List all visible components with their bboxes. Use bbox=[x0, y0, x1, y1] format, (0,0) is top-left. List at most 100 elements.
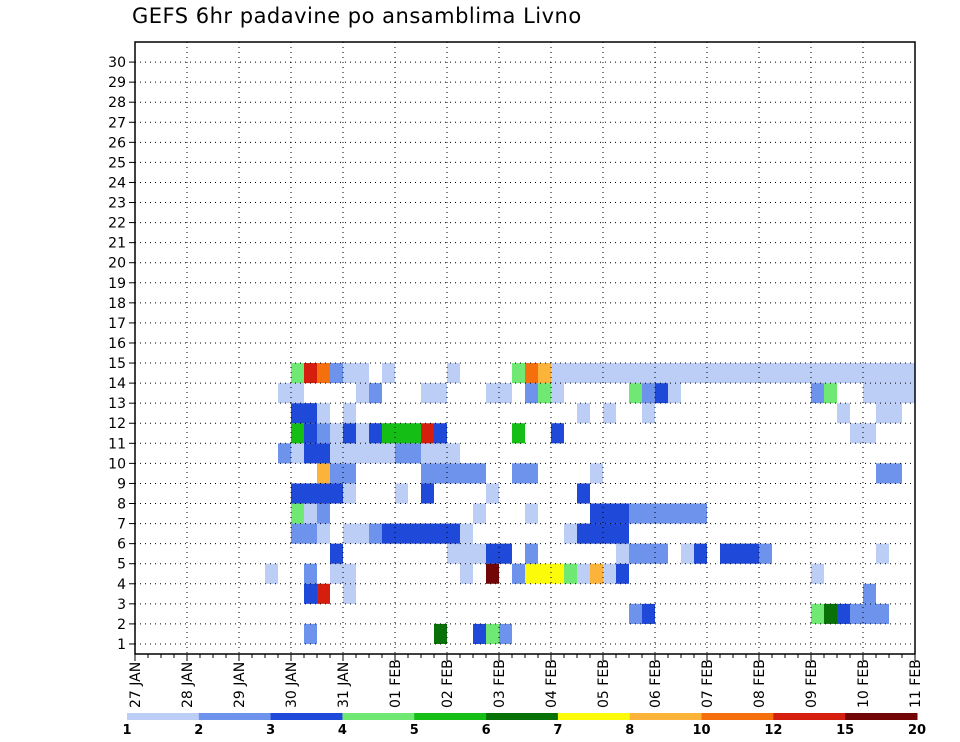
y-tick-label: 28 bbox=[108, 95, 126, 111]
heatmap-cell bbox=[681, 503, 694, 524]
x-tick-label: 31 JAN bbox=[336, 662, 352, 708]
heatmap-cell bbox=[304, 523, 317, 544]
heatmap-cell bbox=[616, 523, 629, 544]
heatmap-cell bbox=[668, 383, 681, 404]
heatmap-cell bbox=[304, 423, 317, 444]
heatmap-cell bbox=[434, 443, 447, 464]
heatmap-cell bbox=[655, 503, 668, 524]
heatmap-cell bbox=[382, 523, 395, 544]
heatmap-cell bbox=[694, 503, 707, 524]
y-tick-label: 22 bbox=[108, 216, 126, 232]
heatmap-cell bbox=[434, 623, 447, 644]
x-tick-label: 07 FEB bbox=[700, 659, 716, 708]
heatmap-cell bbox=[395, 483, 408, 504]
heatmap-cell bbox=[304, 403, 317, 424]
heatmap-cell bbox=[408, 523, 421, 544]
heatmap-cell bbox=[317, 443, 330, 464]
heatmap-cell bbox=[811, 563, 824, 584]
colorbar-label: 2 bbox=[194, 723, 203, 738]
heatmap-cell bbox=[525, 383, 538, 404]
heatmap-cell bbox=[486, 483, 499, 504]
colorbar-label: 15 bbox=[836, 723, 854, 738]
heatmap-cell bbox=[343, 463, 356, 484]
heatmap-cell bbox=[291, 523, 304, 544]
heatmap-cell bbox=[642, 403, 655, 424]
heatmap-cell bbox=[655, 363, 668, 384]
heatmap-cell bbox=[317, 483, 330, 504]
heatmap-cell bbox=[668, 503, 681, 524]
heatmap-cell bbox=[655, 543, 668, 564]
heatmap-cell bbox=[876, 543, 889, 564]
heatmap-cell bbox=[369, 443, 382, 464]
x-tick-label: 28 JAN bbox=[180, 662, 196, 708]
heatmap-cell bbox=[473, 623, 486, 644]
heatmap-cell bbox=[824, 363, 837, 384]
heatmap-cell bbox=[863, 583, 876, 604]
heatmap-cell bbox=[395, 423, 408, 444]
grid-lines bbox=[135, 42, 915, 654]
colorbar-label: 4 bbox=[338, 723, 347, 738]
colorbar-swatch bbox=[270, 713, 343, 720]
y-tick-label: 29 bbox=[108, 75, 126, 91]
heatmap-cell bbox=[421, 383, 434, 404]
heatmap-cell bbox=[265, 563, 278, 584]
heatmap-cell bbox=[655, 383, 668, 404]
heatmap-cell bbox=[486, 543, 499, 564]
heatmap-cell bbox=[798, 363, 811, 384]
heatmap-cell bbox=[564, 563, 577, 584]
heatmap-cell bbox=[681, 543, 694, 564]
y-tick-label: 8 bbox=[117, 497, 126, 513]
heatmap-cell bbox=[317, 463, 330, 484]
y-tick-label: 14 bbox=[108, 376, 126, 392]
heatmap-cell bbox=[681, 363, 694, 384]
y-tick-label: 27 bbox=[108, 115, 126, 131]
heatmap-cell bbox=[343, 563, 356, 584]
heatmap-cell bbox=[447, 363, 460, 384]
heatmap-cell bbox=[629, 543, 642, 564]
x-tick-label: 10 FEB bbox=[856, 659, 872, 708]
heatmap-cell bbox=[447, 463, 460, 484]
x-tick-label: 03 FEB bbox=[492, 659, 508, 708]
x-tick-label: 02 FEB bbox=[440, 659, 456, 708]
heatmap-cell bbox=[486, 623, 499, 644]
heatmap-cell bbox=[577, 483, 590, 504]
heatmap-cell bbox=[434, 383, 447, 404]
heatmap-cell bbox=[564, 363, 577, 384]
heatmap-cell bbox=[278, 443, 291, 464]
heatmap-cell bbox=[434, 423, 447, 444]
heatmap-cell bbox=[811, 603, 824, 624]
heatmap-cell bbox=[486, 563, 499, 584]
y-tick-label: 4 bbox=[117, 577, 126, 593]
heatmap-cell bbox=[421, 523, 434, 544]
heatmap-cell bbox=[304, 483, 317, 504]
heatmap-cell bbox=[291, 423, 304, 444]
heatmap-cell bbox=[590, 363, 603, 384]
heatmap-cell bbox=[902, 383, 915, 404]
heatmap-cell bbox=[330, 443, 343, 464]
heatmap-cell bbox=[811, 363, 824, 384]
heatmap-cell bbox=[642, 383, 655, 404]
colorbar-label: 6 bbox=[482, 723, 491, 738]
heatmap-cell bbox=[330, 563, 343, 584]
heatmap-cell bbox=[538, 563, 551, 584]
heatmap-cell bbox=[408, 443, 421, 464]
heatmap-cell bbox=[421, 423, 434, 444]
y-tick-label: 20 bbox=[108, 256, 126, 272]
heatmap-cell bbox=[499, 543, 512, 564]
heatmap-cell bbox=[447, 443, 460, 464]
heatmap-cell bbox=[317, 503, 330, 524]
heatmap-cell bbox=[577, 403, 590, 424]
heatmap-cell bbox=[889, 363, 902, 384]
x-tick-label: 06 FEB bbox=[648, 659, 664, 708]
heatmap-cell bbox=[629, 363, 642, 384]
heatmap-cell bbox=[304, 563, 317, 584]
heatmap-cell bbox=[616, 363, 629, 384]
heatmap-cell bbox=[642, 363, 655, 384]
colorbar-label: 12 bbox=[764, 723, 782, 738]
heatmap-cell bbox=[525, 543, 538, 564]
x-tick-label: 04 FEB bbox=[544, 659, 560, 708]
heatmap-cell bbox=[343, 363, 356, 384]
heatmap-cell bbox=[330, 363, 343, 384]
heatmap-cell bbox=[330, 483, 343, 504]
x-tick-label: 11 FEB bbox=[908, 659, 924, 708]
